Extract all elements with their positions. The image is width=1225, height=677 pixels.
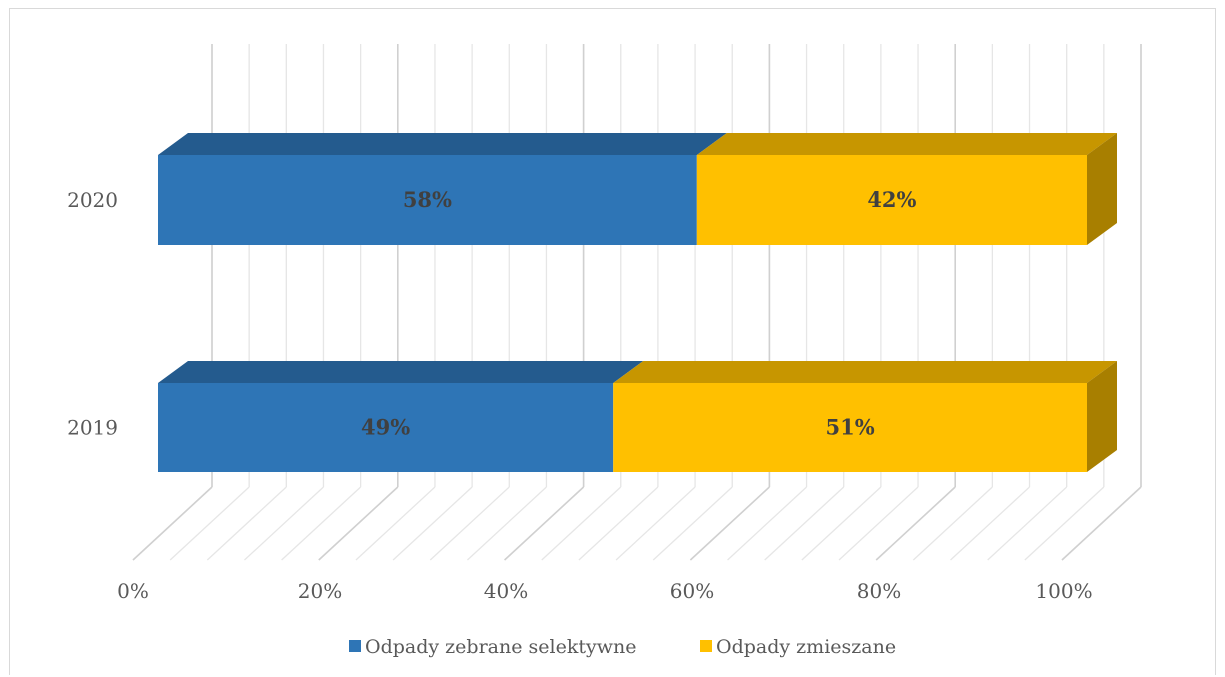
data-label: 49% bbox=[361, 415, 410, 440]
bar-side-face bbox=[1087, 361, 1117, 472]
legend: Odpady zebrane selektywne Odpady zmieszan… bbox=[349, 636, 896, 658]
x-tick-label: 40% bbox=[484, 579, 528, 603]
category-label: 2020 bbox=[67, 188, 118, 212]
floor-gridline bbox=[652, 486, 733, 561]
floor-gridline bbox=[206, 486, 287, 561]
bar-segment bbox=[158, 155, 697, 245]
legend-swatch bbox=[700, 640, 712, 652]
floor-gridline bbox=[281, 486, 362, 561]
floor-gridline bbox=[392, 486, 473, 561]
bars bbox=[158, 133, 1117, 472]
floor-gridline bbox=[801, 486, 882, 561]
floor-gridline bbox=[764, 486, 845, 561]
floor-gridline bbox=[1024, 486, 1105, 561]
category-label: 2019 bbox=[67, 416, 118, 440]
bar-segment bbox=[158, 383, 614, 472]
bar-top-face bbox=[613, 361, 1117, 383]
bar-segment bbox=[613, 383, 1087, 472]
floor-gridline bbox=[466, 486, 547, 561]
floor-gridline bbox=[727, 486, 808, 561]
floor-gridline bbox=[950, 486, 1030, 561]
x-tick-label: 80% bbox=[857, 579, 901, 603]
gridlines bbox=[132, 44, 1142, 561]
floor-gridline bbox=[244, 486, 324, 561]
legend-swatch bbox=[349, 640, 361, 652]
floor-gridline bbox=[912, 486, 993, 561]
data-label: 42% bbox=[867, 187, 916, 212]
floor-major-gridline bbox=[504, 486, 585, 561]
x-tick-label: 100% bbox=[1035, 579, 1092, 603]
data-label: 51% bbox=[826, 415, 875, 440]
floor-gridline bbox=[355, 486, 436, 561]
x-tick-label: 60% bbox=[670, 579, 714, 603]
floor-major-gridline bbox=[318, 486, 399, 561]
floor-gridline bbox=[987, 486, 1068, 561]
floor-gridline bbox=[169, 486, 250, 561]
floor-major-gridline bbox=[1061, 486, 1142, 561]
labels: 0% 20% 40% 60% 80% 100% 49% 51% 2019 58% 42% 2020 bbox=[67, 187, 1093, 603]
floor-major-gridline bbox=[132, 486, 213, 561]
bar-top-face bbox=[158, 361, 644, 383]
x-tick-label: 0% bbox=[117, 579, 149, 603]
floor-gridline bbox=[615, 486, 696, 561]
floor-gridline bbox=[838, 486, 919, 561]
bar-top-face bbox=[696, 133, 1117, 155]
floor-gridline bbox=[578, 486, 659, 561]
chart-frame bbox=[9, 8, 1216, 675]
x-tick-label: 20% bbox=[298, 579, 342, 603]
bar-segment bbox=[696, 155, 1087, 245]
legend-label: Odpady zmieszane bbox=[716, 636, 896, 658]
floor-major-gridline bbox=[875, 486, 956, 561]
bar-side-face bbox=[1087, 133, 1117, 245]
data-label: 58% bbox=[403, 187, 452, 212]
floor-gridline bbox=[429, 486, 510, 561]
floor-gridline bbox=[541, 486, 622, 561]
legend-label: Odpady zebrane selektywne bbox=[365, 636, 636, 658]
bar-top-face bbox=[158, 133, 727, 155]
floor-major-gridline bbox=[689, 486, 770, 561]
